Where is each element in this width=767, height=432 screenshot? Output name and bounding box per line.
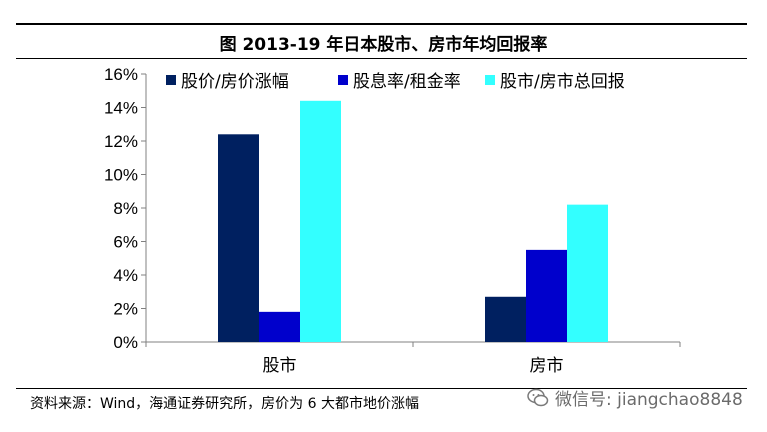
watermark-text: 微信号: jiangchao8848 — [555, 390, 743, 410]
y-tick-label: 12% — [104, 132, 138, 151]
chart-legend: 股价/房价涨幅 股息率/租金率 股市/房市总回报 — [166, 72, 625, 92]
bar — [218, 134, 259, 342]
y-tick-label: 6% — [113, 233, 138, 252]
bottom-rule — [16, 388, 747, 389]
bar-chart: 0% 2% 4% 6% 8% 10% 12% 14% 16% 股市 房市 股价/房价涨幅 股息率/租金… — [104, 65, 681, 376]
source-note: 资料来源：Wind，海通证券研究所，房价为 6 大都市地价涨幅 — [30, 396, 419, 412]
wechat-icon — [527, 388, 549, 406]
title-rule — [16, 58, 747, 59]
legend-label: 股息率/租金率 — [353, 72, 461, 92]
bar — [526, 249, 567, 342]
x-tick-label: 房市 — [530, 356, 564, 376]
bar — [567, 204, 608, 342]
y-tick-label: 16% — [104, 65, 138, 84]
legend-label: 股价/房价涨幅 — [181, 72, 289, 92]
y-tick-label: 0% — [113, 333, 138, 352]
chart-axes: 0% 2% 4% 6% 8% 10% 12% 14% 16% 股市 房市 — [104, 65, 681, 376]
bar — [485, 296, 526, 342]
watermark: 微信号: jiangchao8848 — [527, 385, 743, 410]
x-tick-label: 股市 — [263, 356, 297, 376]
bar — [300, 100, 341, 342]
y-tick-label: 10% — [104, 166, 138, 185]
chart-bars — [218, 100, 608, 342]
top-rule — [16, 23, 747, 25]
legend-label: 股市/房市总回报 — [500, 72, 625, 92]
figure-title: 图 2013-19 年日本股市、房市年均回报率 — [219, 35, 548, 55]
legend-swatch — [166, 75, 176, 85]
y-tick-label: 4% — [113, 266, 138, 285]
y-tick-label: 14% — [104, 99, 138, 118]
bar — [259, 311, 300, 342]
y-tick-label: 2% — [113, 300, 138, 319]
legend-swatch — [485, 75, 495, 85]
y-tick-label: 8% — [113, 199, 138, 218]
legend-swatch — [338, 75, 348, 85]
